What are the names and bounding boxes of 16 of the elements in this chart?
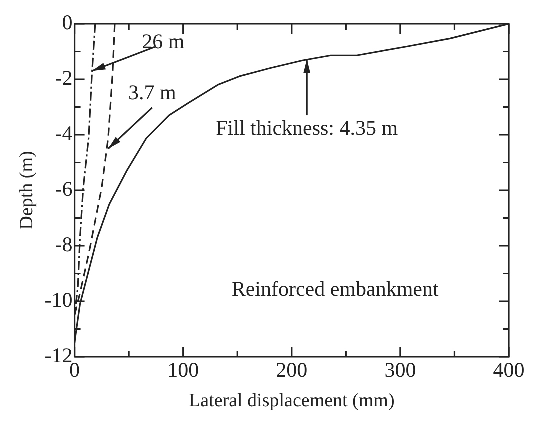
y-tick-label: -10	[44, 288, 73, 312]
y-tick-label: 0	[62, 10, 73, 35]
annotation: Fill thickness: 4.35 m	[216, 116, 398, 140]
x-tick-label: 100	[168, 358, 200, 382]
y-axis-title: Depth (m)	[16, 151, 38, 230]
y-tick-label: -8	[55, 232, 73, 257]
x-tick-label: 200	[276, 358, 308, 382]
y-tick-label: -6	[55, 177, 73, 202]
annotation: Reinforced embankment	[232, 276, 439, 301]
annotation: 26 m	[142, 30, 185, 54]
y-tick-label: -2	[55, 66, 73, 90]
y-tick-label: -4	[55, 122, 74, 146]
annotation: 3.7 m	[128, 80, 176, 104]
x-axis-title: Lateral displacement (mm)	[189, 390, 395, 412]
x-tick-label: 400	[493, 358, 525, 382]
x-tick-label: 300	[384, 358, 416, 382]
